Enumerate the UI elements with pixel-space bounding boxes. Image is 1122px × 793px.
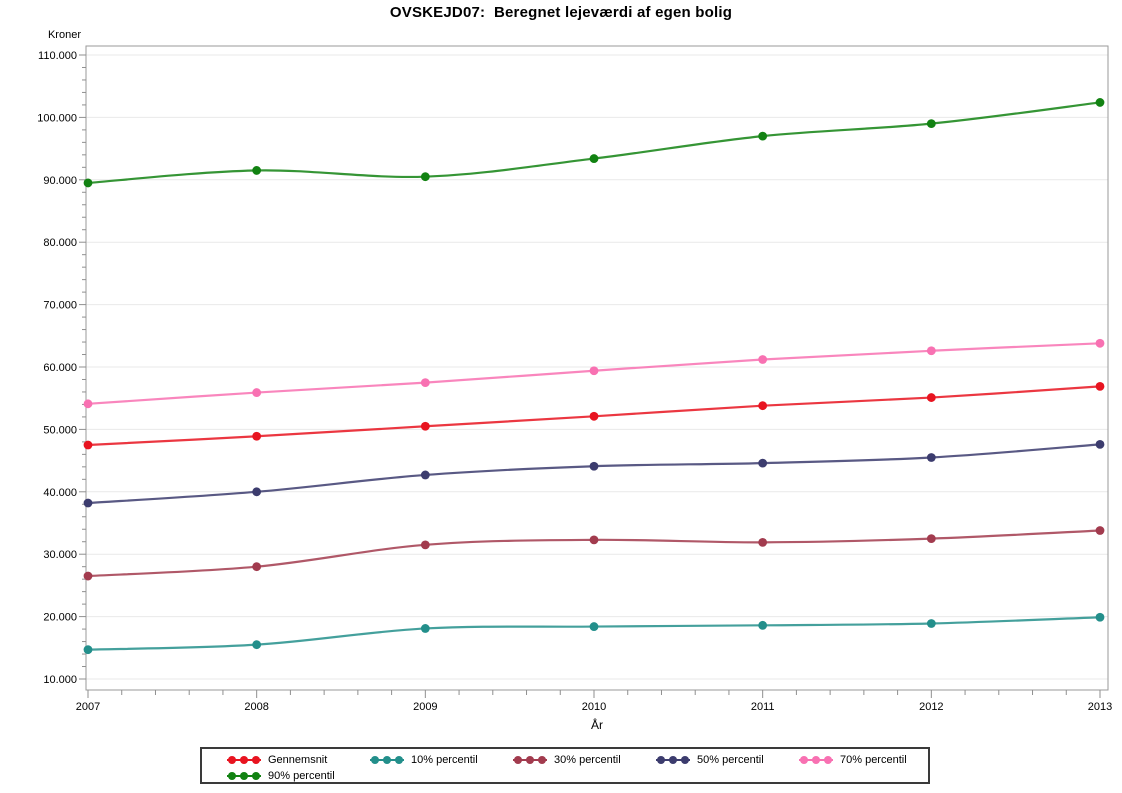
plot-border <box>85 45 1109 691</box>
x-axis-title: År <box>591 718 603 732</box>
legend-item-10-percentil: 10% percentil <box>369 753 478 767</box>
legend-label: 90% percentil <box>268 770 335 782</box>
data-point <box>83 399 93 409</box>
legend-label: 30% percentil <box>554 754 621 766</box>
y-tick-label: 10.000 <box>43 674 77 686</box>
series-30-percentil <box>83 526 1105 581</box>
series-50-percentil <box>83 439 1105 508</box>
data-point <box>83 498 93 508</box>
y-tick-label: 70.000 <box>43 300 77 312</box>
data-point <box>1095 612 1105 622</box>
x-tick-label: 2012 <box>919 701 943 713</box>
y-tick-label: 30.000 <box>43 549 77 561</box>
data-point <box>83 440 93 450</box>
x-tick-label: 2011 <box>751 701 775 713</box>
x-tick-label: 2009 <box>413 701 437 713</box>
legend-marker <box>656 756 690 764</box>
data-point <box>420 172 430 182</box>
y-tick-label: 110.000 <box>38 50 77 62</box>
data-point <box>758 355 768 364</box>
legend-item-70-percentil: 70% percentil <box>798 753 907 767</box>
data-point <box>589 461 599 471</box>
data-point <box>1095 98 1105 107</box>
legend-item-90-percentil: 90% percentil <box>226 769 335 783</box>
legend-marker <box>370 756 404 764</box>
y-tick-label: 100.000 <box>37 112 77 124</box>
data-point <box>758 131 768 141</box>
legend-marker <box>227 756 261 764</box>
y-tick-label: 60.000 <box>43 362 77 374</box>
y-tick-label: 40.000 <box>43 487 77 499</box>
series-90-percentil <box>83 98 1105 188</box>
legend-label: Gennemsnit <box>268 754 328 766</box>
legend-marker <box>227 772 261 780</box>
x-tick-label: 2007 <box>76 701 100 713</box>
series-line <box>87 443 1101 505</box>
legend-item-gennemsnit: Gennemsnit <box>226 753 327 767</box>
data-point <box>1095 338 1105 348</box>
data-point <box>420 378 430 387</box>
legend-label: 70% percentil <box>840 754 907 766</box>
data-point <box>926 346 936 356</box>
data-point <box>252 166 262 175</box>
series-10-percentil <box>83 612 1105 655</box>
data-point <box>83 571 93 581</box>
data-point <box>252 431 262 441</box>
data-point <box>926 393 936 402</box>
legend: Gennemsnit 10% percentil 30% percentil 50% … <box>200 747 930 784</box>
legend-label: 10% percentil <box>411 754 478 766</box>
data-point <box>589 622 599 631</box>
data-point <box>1095 381 1105 391</box>
y-tick-label: 50.000 <box>43 424 77 436</box>
x-tick-label: 2010 <box>582 701 606 713</box>
data-point <box>83 645 93 655</box>
legend-marker <box>799 756 833 764</box>
data-point <box>252 487 262 497</box>
x-tick-label: 2013 <box>1088 701 1112 713</box>
data-point <box>926 619 936 628</box>
series-line <box>87 101 1101 185</box>
data-point <box>420 470 430 480</box>
data-point <box>758 401 768 411</box>
data-point <box>252 562 262 572</box>
data-point <box>926 119 936 129</box>
legend-item-50-percentil: 50% percentil <box>655 753 764 767</box>
data-point <box>589 154 599 163</box>
legend-item-30-percentil: 30% percentil <box>512 753 621 767</box>
data-point <box>589 535 599 545</box>
data-point <box>252 388 262 397</box>
y-axis-title: Kroner <box>47 29 81 41</box>
data-point <box>926 534 936 543</box>
data-point <box>589 411 599 421</box>
data-point <box>758 458 768 468</box>
data-point <box>926 453 936 462</box>
data-point <box>1095 439 1105 449</box>
data-point <box>1095 526 1105 535</box>
data-point <box>83 178 93 188</box>
data-point <box>420 540 430 550</box>
y-tick-label: 90.000 <box>43 175 77 187</box>
legend-label: 50% percentil <box>697 754 764 766</box>
legend-marker <box>513 756 547 764</box>
data-point <box>589 366 599 376</box>
series-70-percentil <box>83 338 1105 409</box>
series-line <box>87 616 1101 651</box>
data-point <box>252 640 262 650</box>
data-point <box>420 624 430 633</box>
data-point <box>420 421 430 431</box>
data-point <box>758 537 768 547</box>
y-tick-label: 20.000 <box>43 612 77 624</box>
y-tick-label: 80.000 <box>43 237 77 249</box>
data-point <box>758 620 768 630</box>
x-tick-label: 2008 <box>244 701 268 713</box>
series-gennemsnit <box>83 381 1105 450</box>
chart-title: OVSKEJD07: Beregnet lejeværdi af egen bo… <box>389 4 733 21</box>
